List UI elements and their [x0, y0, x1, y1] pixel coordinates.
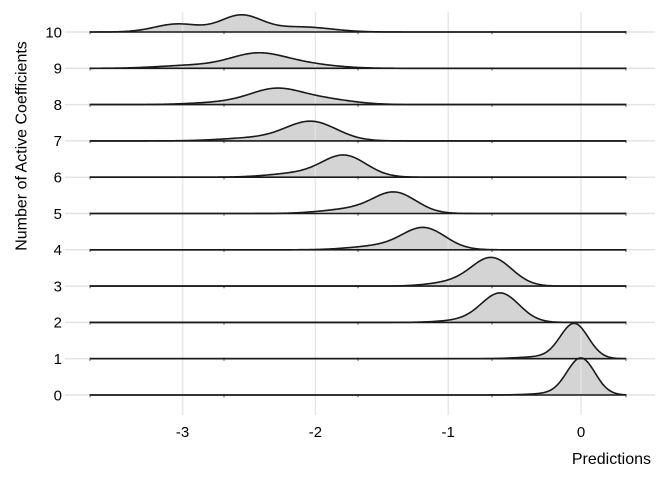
spine-tick: [491, 321, 493, 325]
density-curve-0: [90, 357, 627, 396]
y-tick-label-6: 6: [54, 169, 62, 186]
density-curve-8: [90, 87, 627, 106]
density-curve-1: [90, 322, 627, 360]
density-curve-6: [90, 154, 627, 178]
spine-tick: [357, 103, 359, 107]
y-tick-label-3: 3: [54, 278, 62, 295]
y-axis-title: Number of Active Coefficients: [14, 41, 31, 251]
density-fill-0: [90, 357, 626, 395]
density-fill-10: [90, 14, 626, 33]
density-curve-4: [90, 226, 627, 251]
y-tick-label-7: 7: [54, 133, 62, 150]
spine-tick: [625, 394, 627, 398]
spine-tick: [357, 67, 359, 71]
x-axis-title: Predictions: [572, 451, 651, 468]
density-fill-3: [90, 257, 626, 287]
spine-tick: [223, 139, 225, 144]
y-tick-label-2: 2: [54, 315, 62, 332]
spine-tick: [89, 31, 91, 35]
density-fill-6: [90, 154, 626, 178]
density-fill-2: [90, 292, 626, 323]
spine-tick: [89, 67, 91, 71]
spine-tick: [357, 248, 359, 252]
density-fill-5: [90, 191, 626, 214]
density-curve-9: [89, 51, 627, 70]
y-tick-label-5: 5: [54, 206, 62, 223]
spine-tick: [357, 31, 359, 35]
density-fill-9: [90, 52, 626, 69]
spine-tick: [491, 285, 493, 289]
y-tick-label-8: 8: [54, 97, 62, 114]
density-curve-2: [90, 292, 627, 324]
spine-tick: [357, 139, 359, 144]
spine-tick: [357, 176, 359, 180]
density-fill-1: [90, 323, 626, 359]
density-curve-3: [90, 256, 627, 287]
y-tick-label-0: 0: [54, 387, 62, 404]
x-tick-label--2: -2: [309, 424, 322, 441]
spine-tick: [223, 31, 225, 35]
y-tick-label-10: 10: [45, 24, 62, 41]
y-tick-label-4: 4: [54, 242, 62, 259]
spine-tick: [357, 212, 359, 216]
density-curve-5: [90, 191, 627, 215]
x-tick-label--3: -3: [176, 424, 189, 441]
x-tick-label-0: 0: [577, 424, 585, 441]
x-tick-label--1: -1: [442, 424, 455, 441]
y-tick-label-1: 1: [54, 351, 62, 368]
spine-tick: [625, 357, 627, 361]
density-curve-10: [89, 13, 627, 33]
spine-tick: [223, 67, 225, 71]
y-tick-label-9: 9: [54, 61, 62, 78]
density-curve-7: [90, 120, 627, 142]
spine-tick: [223, 103, 225, 107]
density-curves: [89, 13, 627, 396]
